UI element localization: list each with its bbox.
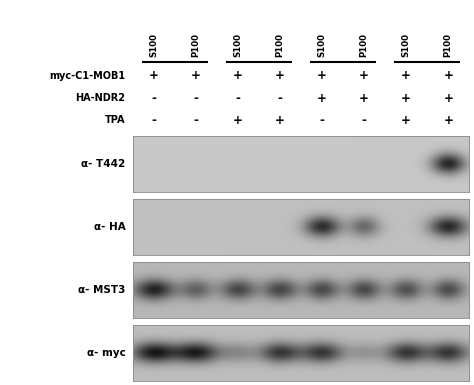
Text: +: + (233, 69, 243, 82)
Text: +: + (359, 69, 369, 82)
Text: S100: S100 (149, 33, 158, 57)
Text: -: - (151, 92, 156, 105)
Text: -: - (277, 92, 283, 105)
Text: P100: P100 (444, 33, 453, 57)
Text: +: + (317, 92, 327, 105)
Text: myc-C1-MOB1: myc-C1-MOB1 (49, 71, 126, 81)
Text: P100: P100 (360, 33, 369, 57)
Text: -: - (193, 92, 198, 105)
Text: -: - (193, 114, 198, 127)
Text: HA-NDR2: HA-NDR2 (76, 93, 126, 103)
Text: +: + (317, 69, 327, 82)
Text: α- MST3: α- MST3 (78, 285, 126, 295)
Text: +: + (275, 69, 285, 82)
Text: P100: P100 (275, 33, 284, 57)
Text: -: - (236, 92, 240, 105)
Text: +: + (359, 92, 369, 105)
Text: S100: S100 (318, 33, 327, 57)
Text: TPA: TPA (105, 116, 126, 126)
Text: S100: S100 (233, 33, 242, 57)
Text: -: - (319, 114, 325, 127)
Text: +: + (401, 92, 411, 105)
Text: +: + (233, 114, 243, 127)
Text: +: + (191, 69, 201, 82)
Text: -: - (151, 114, 156, 127)
Text: α- T442: α- T442 (82, 159, 126, 169)
Text: +: + (443, 114, 453, 127)
Text: -: - (362, 114, 366, 127)
Text: α- HA: α- HA (94, 222, 126, 232)
Text: α- myc: α- myc (87, 348, 126, 358)
Text: +: + (149, 69, 159, 82)
Text: +: + (275, 114, 285, 127)
Text: +: + (401, 69, 411, 82)
Text: S100: S100 (401, 33, 410, 57)
Text: P100: P100 (191, 33, 201, 57)
Text: +: + (401, 114, 411, 127)
Text: +: + (443, 69, 453, 82)
Text: +: + (443, 92, 453, 105)
